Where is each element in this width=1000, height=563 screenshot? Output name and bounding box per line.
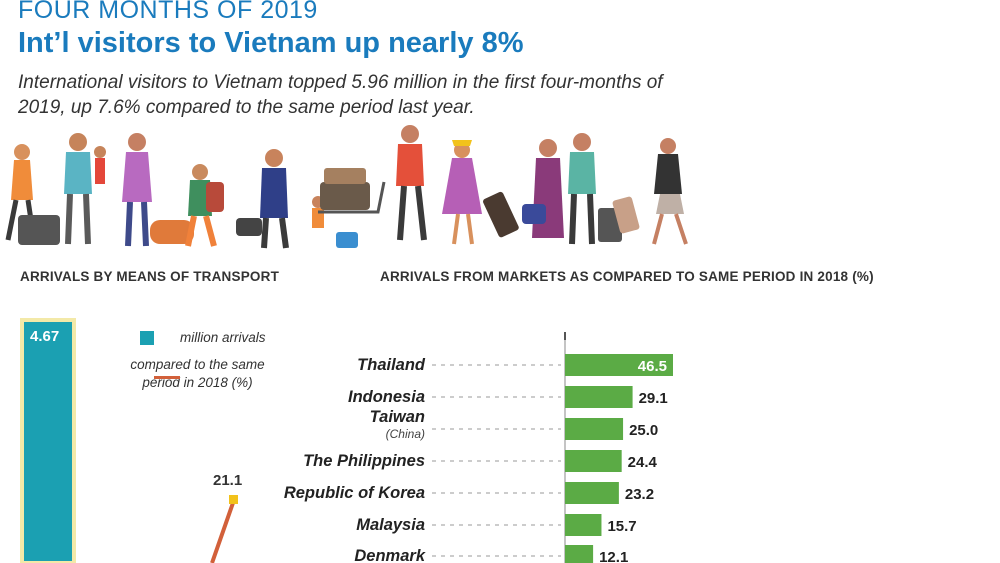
market-bar-4 [565, 482, 619, 504]
market-bar-3 [565, 450, 622, 472]
market-value-label-3: 24.4 [628, 454, 658, 471]
transport-trend-marker [229, 495, 238, 504]
market-category-label-1: Indonesia [348, 388, 425, 406]
travellers-illustration [5, 125, 688, 249]
traveller-figure-2 [64, 133, 106, 245]
market-bar-2 [565, 418, 624, 440]
market-bar-6 [565, 545, 594, 563]
luggage-cart [318, 168, 386, 214]
market-value-label-4: 23.2 [625, 486, 654, 503]
market-value-label-5: 15.7 [607, 518, 636, 535]
market-bar-0 [565, 354, 673, 376]
transport-chart [20, 318, 238, 563]
market-value-label-2: 25.0 [629, 422, 658, 439]
traveller-figure-4 [185, 164, 224, 247]
market-category-note-2: (China) [386, 427, 425, 441]
main-title: Int’l visitors to Vietnam up nearly 8% [18, 27, 524, 59]
market-category-label-0: Thailand [357, 356, 426, 374]
legend-bar-label: million arrivals [180, 330, 266, 345]
traveller-figure-9 [568, 133, 640, 245]
kicker-title: FOUR MONTHS OF 2019 [18, 0, 318, 24]
traveller-figure-1 [5, 144, 60, 245]
transport-trend-line [210, 499, 236, 563]
traveller-figure-6 [396, 125, 427, 241]
market-category-label-6: Denmark [354, 547, 425, 563]
market-category-label-4: Republic of Korea [284, 484, 425, 502]
transport-section-label: ARRIVALS BY MEANS OF TRANSPORT [20, 269, 280, 284]
traveller-figure-10 [652, 138, 688, 245]
subtitle: International visitors to Vietnam topped… [18, 72, 663, 118]
legend-bar-swatch [140, 331, 154, 345]
market-bar-5 [565, 514, 602, 536]
market-value-label-0: 46.5 [638, 358, 667, 375]
transport-bar [20, 318, 76, 563]
market-value-label-6: 12.1 [599, 549, 628, 563]
market-category-label-2: Taiwan [370, 408, 425, 426]
market-category-label-3: The Philippines [303, 452, 425, 470]
transport-line-value: 21.1 [213, 472, 243, 489]
transport-bar-value: 4.67 [30, 328, 60, 345]
traveller-figure-3 [122, 133, 194, 247]
market-bar-1 [565, 386, 633, 408]
market-value-label-1: 29.1 [639, 390, 668, 407]
market-category-label-5: Malaysia [356, 516, 425, 534]
traveller-figure-7 [442, 140, 519, 245]
legend-line-swatch [154, 376, 180, 379]
traveller-figure-8 [522, 139, 564, 238]
